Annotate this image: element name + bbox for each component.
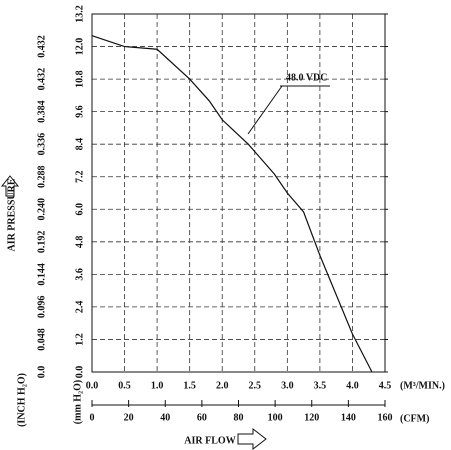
y2-tick-label: 0.0: [36, 366, 47, 379]
y2-tick-label: 0.432: [36, 68, 47, 91]
y-tick-label: 7.2: [74, 170, 85, 183]
y2-tick-label: 0.048: [36, 328, 47, 351]
y2-tick-label: 0.384: [36, 100, 47, 123]
y2-tick-label: 0.336: [36, 133, 47, 156]
y2-tick-label: 0.288: [36, 165, 47, 188]
y-label: AIR PRESSURE: [6, 178, 17, 251]
y-tick-label: 2.4: [74, 301, 85, 314]
x2-tick-label: 40: [160, 412, 170, 423]
y2-tick-label: 0.192: [36, 231, 47, 254]
x2-tick-label: 100: [268, 412, 283, 423]
x-label: AIR FLOW: [184, 435, 235, 446]
x-tick-label: 1.0: [151, 380, 164, 391]
y-tick-label: 9.6: [74, 105, 85, 118]
y-unit: (mm H₂O): [72, 380, 83, 424]
x-tick-label: 4.5: [379, 380, 392, 391]
x2-tick-label: 140: [341, 412, 356, 423]
x-tick-label: 2.5: [249, 380, 262, 391]
x-unit: (M³/MIN.): [400, 380, 445, 391]
y2-tick-label: 0.096: [36, 296, 47, 319]
x-tick-label: 4.0: [346, 380, 359, 391]
x2-tick-label: 0: [90, 412, 95, 423]
y-tick-label: 1.2: [74, 333, 85, 346]
x2-unit: (CFM): [400, 413, 429, 424]
x2-tick-label: 20: [124, 412, 134, 423]
x2-tick-label: 160: [378, 412, 393, 423]
x2-tick-label: 120: [304, 412, 319, 423]
annotation: 48.0 VDC: [286, 72, 327, 83]
y2-tick-label: 0.144: [36, 263, 47, 286]
annotation-leader: [247, 85, 283, 135]
x2-tick-label: 60: [197, 412, 207, 423]
y2-tick-label: 0.240: [36, 198, 47, 221]
up-arrow: [0, 175, 20, 197]
y-tick-label: 4.8: [74, 236, 85, 249]
x-tick-label: 3.0: [281, 380, 294, 391]
right-arrow: [237, 427, 267, 450]
y-tick-label: 0.0: [74, 366, 85, 379]
x-tick-label: 0.0: [86, 380, 99, 391]
curve: [91, 35, 373, 373]
y2-unit: (INCH H₂O): [16, 373, 27, 427]
x-tick-label: 2.0: [216, 380, 229, 391]
x2-tick-label: 80: [234, 412, 244, 423]
x-tick-label: 1.5: [183, 380, 196, 391]
y-tick-label: 10.8: [74, 70, 85, 88]
y-tick-label: 12.0: [74, 38, 85, 56]
y2-tick-label: 0.432: [36, 35, 47, 58]
y-tick-label: 8.4: [74, 138, 85, 151]
plot-frame: [91, 13, 386, 373]
y-tick-label: 6.0: [74, 203, 85, 216]
y-tick-label: 3.6: [74, 268, 85, 281]
x-tick-label: 0.5: [118, 380, 131, 391]
y-tick-label: 13.2: [74, 5, 85, 23]
x-tick-label: 3.5: [314, 380, 327, 391]
